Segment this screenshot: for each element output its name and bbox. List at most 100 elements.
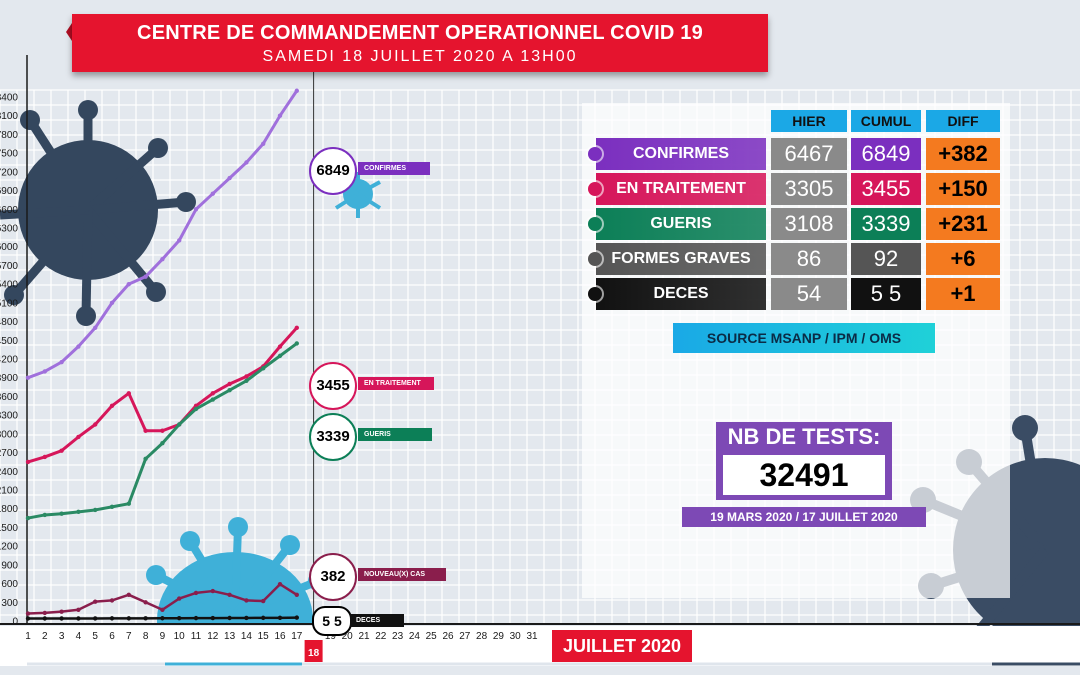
- series-point: [93, 599, 98, 604]
- month-label: JUILLET 2020: [552, 630, 692, 662]
- series-point: [42, 512, 47, 518]
- series-point: [59, 359, 64, 365]
- series-point: [143, 600, 148, 605]
- y-tick-label: 4800: [0, 317, 18, 328]
- series-point: [143, 616, 148, 621]
- series-point: [227, 615, 232, 621]
- series-point: [126, 281, 131, 287]
- page-subtitle: SAMEDI 18 JUILLET 2020 A 13H00: [262, 48, 578, 65]
- tests-period: 19 MARS 2020 / 17 JUILLET 2020: [682, 507, 926, 527]
- y-tick-label: 8100: [0, 111, 18, 122]
- series-point: [277, 113, 283, 118]
- series-point: [261, 615, 266, 621]
- y-tick-label: 8400: [0, 93, 18, 104]
- y-tick-label: 1200: [0, 542, 18, 553]
- series-point: [42, 610, 47, 616]
- y-tick-label: 5700: [0, 261, 18, 272]
- x-tick-label: 14: [241, 631, 253, 642]
- y-tick-label: 1500: [0, 523, 18, 534]
- y-tick-label: 2100: [0, 486, 18, 497]
- x-tick-label: 21: [358, 631, 370, 642]
- x-tick-label: 30: [510, 631, 522, 642]
- series-point: [143, 274, 148, 279]
- y-tick-label: 6000: [0, 242, 18, 253]
- series-point: [227, 592, 232, 597]
- row-marker-dot: [588, 182, 602, 196]
- cell-diff: +1: [926, 278, 1000, 310]
- series-point: [59, 616, 64, 621]
- y-tick-label: 0: [12, 617, 18, 628]
- series-point: [210, 397, 215, 402]
- series-point: [210, 391, 215, 396]
- series-point: [160, 616, 165, 621]
- callout-confirmes-value: 6849: [309, 147, 357, 195]
- series-point: [261, 598, 266, 604]
- row-marker-dot: [588, 287, 602, 301]
- callout-confirmes-tag: CONFIRMES: [358, 162, 430, 175]
- x-tick-label: 15: [258, 631, 270, 642]
- x-tick-label: 31: [526, 631, 538, 642]
- x-tick-label: 13: [224, 631, 236, 642]
- y-tick-label: 7800: [0, 130, 18, 141]
- x-tick-label: 11: [191, 631, 202, 642]
- row-marker-dot: [588, 217, 602, 231]
- x-tick-label: 23: [392, 631, 404, 642]
- series-point: [244, 598, 249, 603]
- series-point: [109, 616, 115, 621]
- y-tick-label: 2400: [0, 467, 18, 478]
- series-point: [227, 175, 232, 181]
- series-point: [277, 615, 283, 621]
- series-point: [227, 381, 232, 387]
- series-point: [93, 616, 98, 621]
- series-point: [294, 325, 299, 331]
- series-point: [76, 616, 81, 621]
- series-point: [177, 238, 182, 243]
- series-point: [109, 504, 115, 510]
- page-title: CENTRE DE COMMANDEMENT OPERATIONNEL COVI…: [137, 22, 703, 44]
- x-tick-label: 18: [308, 648, 320, 659]
- series-point: [25, 459, 31, 465]
- col-header-diff: DIFF: [926, 110, 1000, 132]
- cell-cumul: 6849: [851, 138, 921, 170]
- callout-deces-value: 5 5: [312, 606, 352, 636]
- x-tick-label: 7: [126, 631, 132, 642]
- x-tick-label: 20: [342, 631, 354, 642]
- series-point: [109, 598, 115, 603]
- series-point: [277, 344, 283, 349]
- x-tick-label: 5: [92, 631, 98, 642]
- x-tick-label: 4: [76, 631, 82, 642]
- tests-title: NB DE TESTS:: [727, 424, 881, 449]
- series-point: [193, 590, 199, 596]
- x-tick-label: 25: [426, 631, 438, 642]
- x-tick-label: 17: [291, 631, 303, 642]
- cell-cumul: 5 5: [851, 278, 921, 310]
- series-point: [93, 325, 98, 331]
- x-tick-label: 28: [476, 631, 488, 642]
- y-tick-label: 2700: [0, 448, 18, 459]
- series-point: [193, 406, 199, 412]
- callout-gueris-tag: GUERIS: [358, 428, 432, 441]
- series-point: [25, 611, 31, 616]
- col-header-hier: HIER: [771, 110, 847, 132]
- series-point: [42, 616, 47, 621]
- series-point: [42, 369, 47, 374]
- y-tick-label: 1800: [0, 504, 18, 515]
- row-label: CONFIRMES: [596, 138, 766, 170]
- series-point: [160, 428, 165, 433]
- series-point: [109, 300, 115, 306]
- x-tick-label: 24: [409, 631, 421, 642]
- series-point: [210, 615, 215, 621]
- series-point: [193, 615, 199, 621]
- x-tick-label: 27: [459, 631, 471, 642]
- cell-cumul: 3455: [851, 173, 921, 205]
- series-point: [294, 615, 299, 620]
- y-tick-label: 3900: [0, 373, 18, 384]
- series-point: [126, 391, 131, 396]
- series-point: [59, 511, 64, 516]
- row-marker-dot: [588, 252, 602, 266]
- x-tick-label: 3: [59, 631, 65, 642]
- series-point: [177, 596, 182, 601]
- series-point: [277, 353, 283, 359]
- series-point: [294, 592, 299, 597]
- row-label: EN TRAITEMENT: [596, 173, 766, 205]
